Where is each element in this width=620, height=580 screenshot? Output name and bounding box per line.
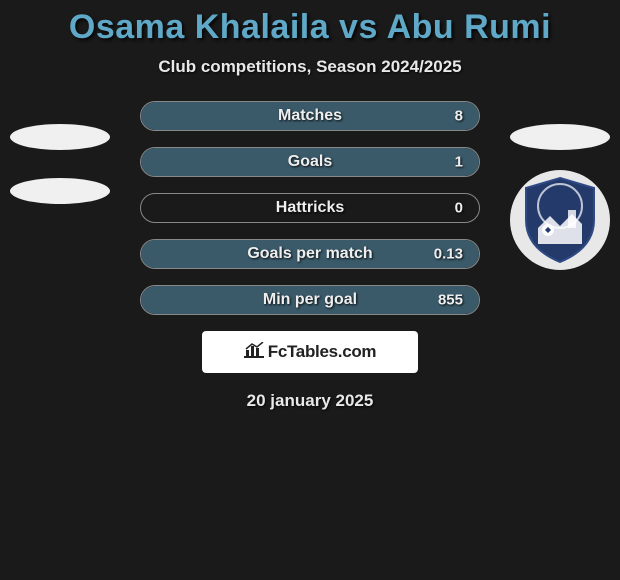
stat-label: Goals <box>288 153 332 171</box>
source-logo-banner: FcTables.com <box>202 331 418 373</box>
stat-label: Goals per match <box>247 245 372 263</box>
stat-value-right: 0 <box>455 200 463 217</box>
stat-label: Matches <box>278 107 342 125</box>
source-logo-text: FcTables.com <box>268 342 377 362</box>
stat-bar: Matches 8 <box>140 101 480 131</box>
stat-value-right: 855 <box>438 292 463 309</box>
page-title: Osama Khalaila vs Abu Rumi <box>0 8 620 47</box>
chart-icon <box>244 342 264 363</box>
date-label: 20 january 2025 <box>0 391 620 411</box>
stat-bar: Goals per match 0.13 <box>140 239 480 269</box>
stats-bars: Matches 8 Goals 1 Hattricks 0 Goals per match 0… <box>0 101 620 315</box>
stat-value-right: 1 <box>455 154 463 171</box>
stat-bar: Goals 1 <box>140 147 480 177</box>
comparison-card: Osama Khalaila vs Abu Rumi Club competit… <box>0 0 620 580</box>
stat-bar: Min per goal 855 <box>140 285 480 315</box>
stat-value-right: 8 <box>455 108 463 125</box>
stat-bar: Hattricks 0 <box>140 193 480 223</box>
stat-label: Min per goal <box>263 291 357 309</box>
stat-label: Hattricks <box>276 199 344 217</box>
subtitle: Club competitions, Season 2024/2025 <box>0 57 620 77</box>
stat-value-right: 0.13 <box>434 246 463 263</box>
